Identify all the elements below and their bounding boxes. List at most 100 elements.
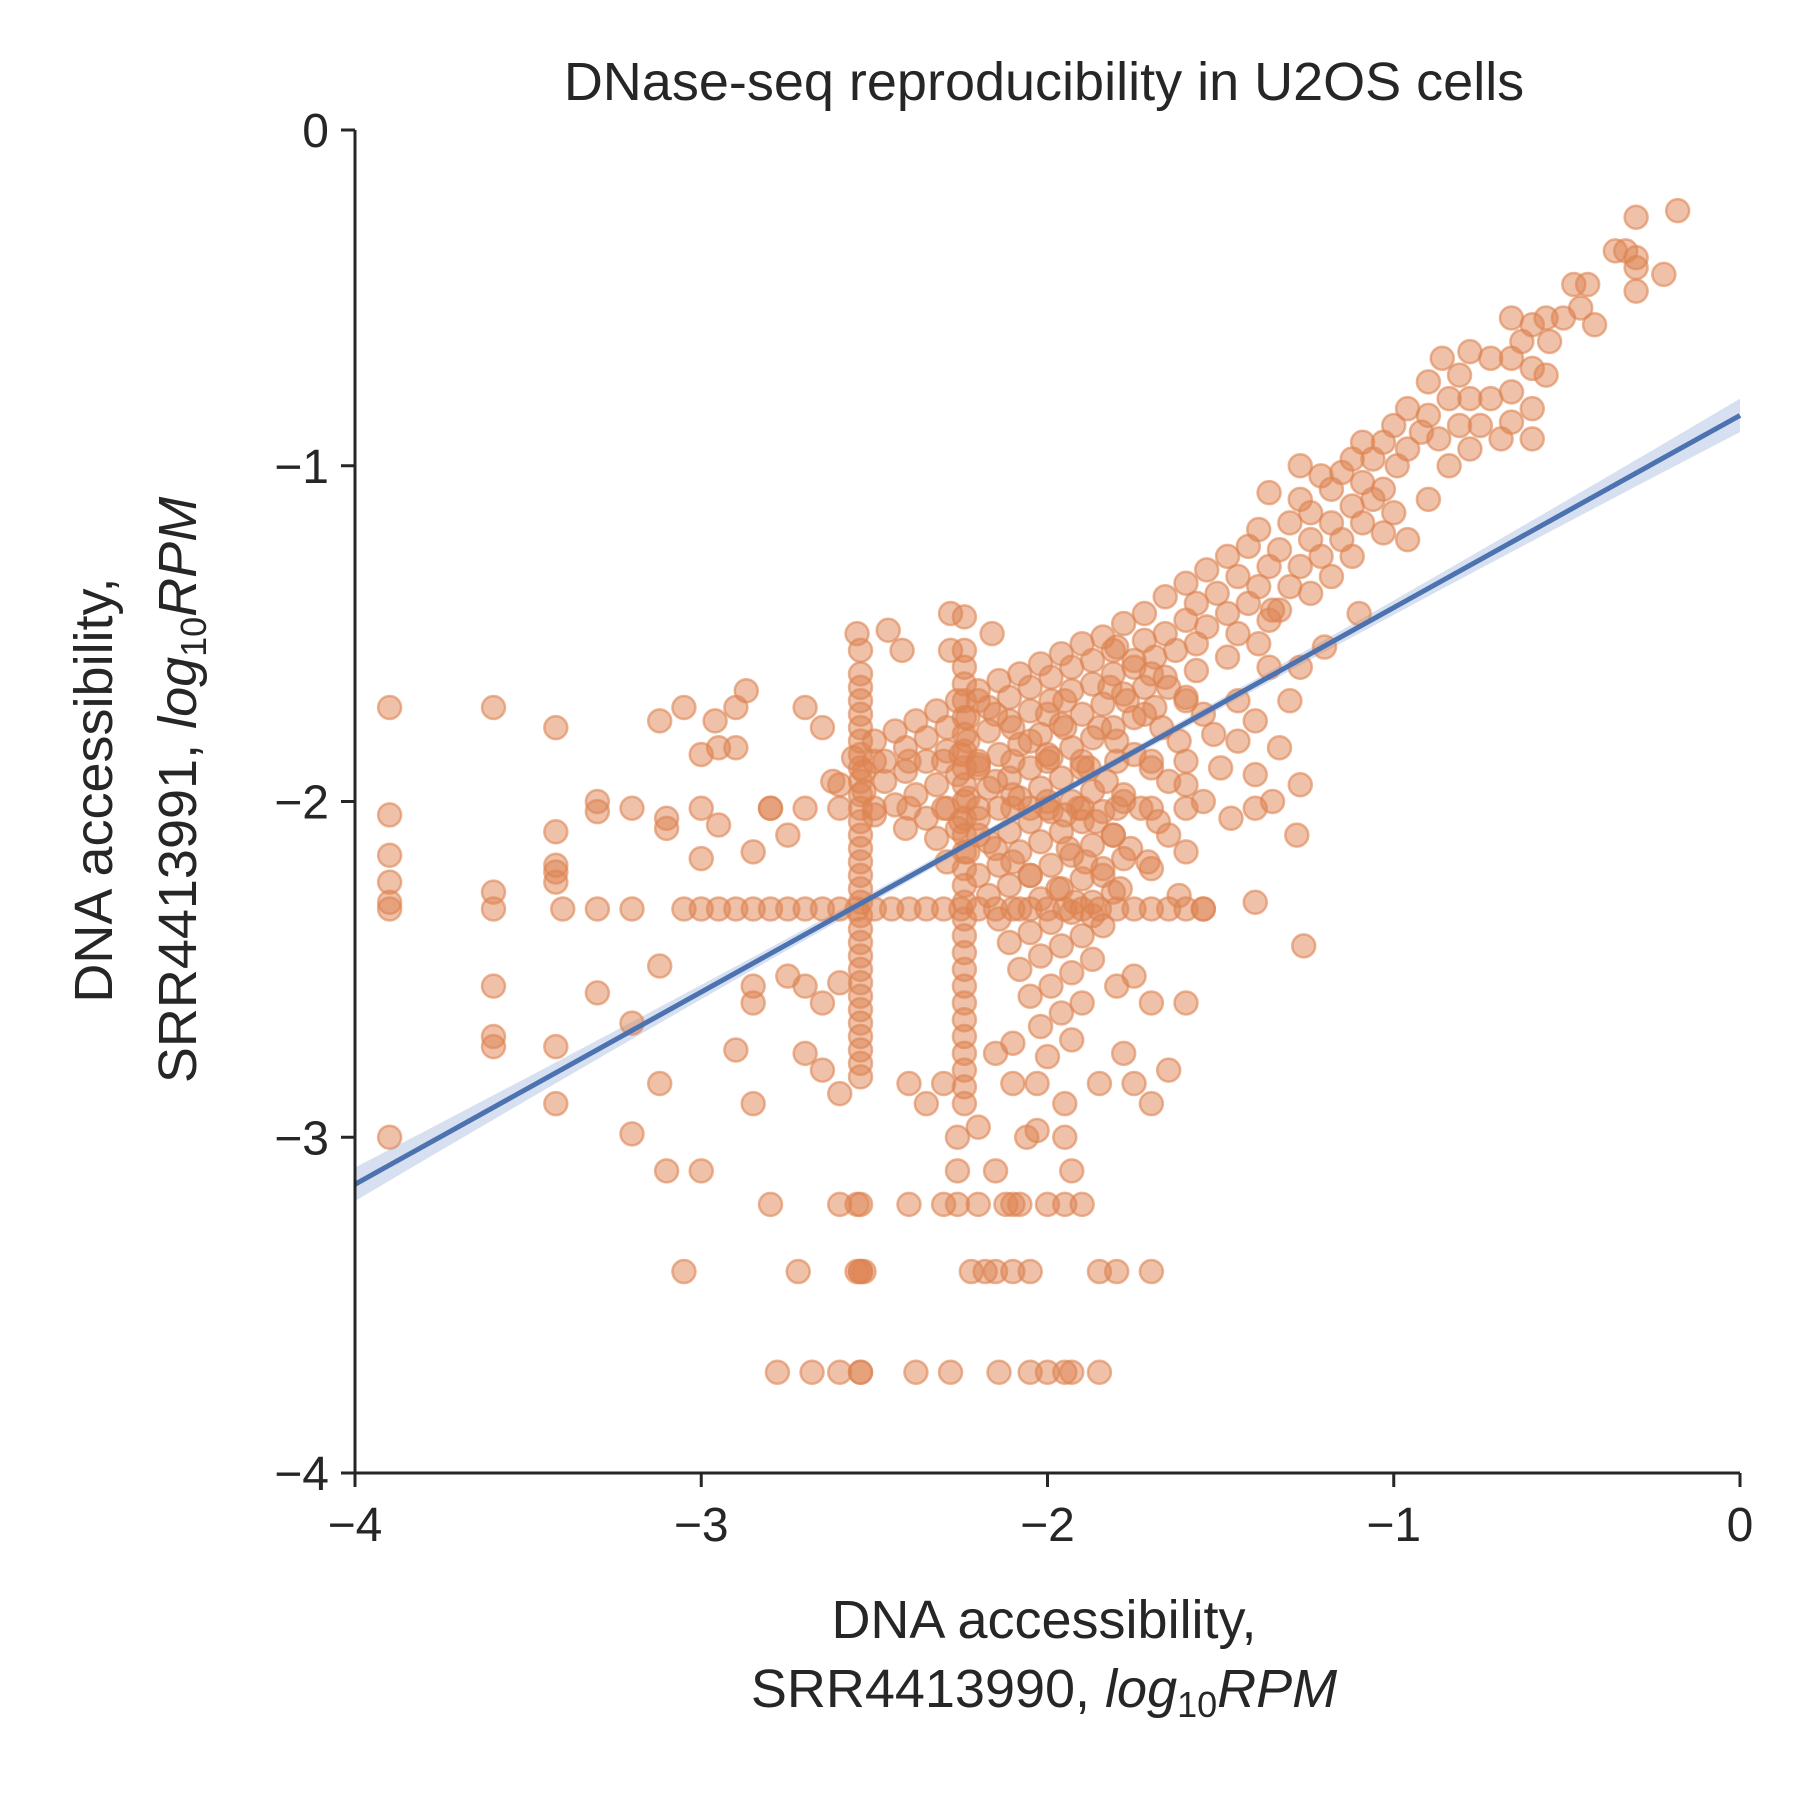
data-point (1072, 849, 1099, 875)
data-point (1277, 688, 1303, 714)
data-point (1173, 570, 1199, 597)
data-point (1017, 919, 1043, 946)
data-point (1048, 1000, 1075, 1026)
data-point (1173, 688, 1199, 714)
data-point (376, 694, 403, 721)
data-point (1000, 1070, 1026, 1097)
data-point (1457, 436, 1483, 462)
data-point (1245, 630, 1272, 657)
data-point (799, 1359, 825, 1386)
data-point (986, 1359, 1012, 1386)
data-point (1207, 755, 1234, 781)
data-point (937, 600, 964, 627)
data-point (1138, 748, 1165, 774)
data-point (1017, 1258, 1043, 1285)
data-point (930, 1191, 957, 1218)
data-point (1138, 1258, 1165, 1285)
data-point (543, 714, 569, 741)
y-tick-label: −4 (274, 1448, 329, 1501)
data-point (847, 1359, 874, 1386)
y-tick-label: −2 (274, 777, 329, 830)
y-ticks: −4 −3 −2 −1 0 (274, 105, 355, 1501)
data-point (1110, 610, 1137, 637)
data-point (1138, 855, 1165, 882)
data-point (619, 896, 645, 922)
data-point (1436, 385, 1462, 412)
data-point (543, 818, 569, 845)
data-point (1104, 795, 1130, 821)
data-point (792, 795, 818, 821)
data-point (996, 872, 1023, 899)
data-point (937, 1359, 964, 1386)
data-point (1052, 1191, 1078, 1218)
data-point (1242, 889, 1268, 915)
data-point (653, 1158, 680, 1184)
data-point (1235, 590, 1262, 617)
data-point (1024, 1117, 1050, 1144)
data-point (1000, 714, 1026, 741)
data-point (1131, 701, 1158, 727)
data-point (740, 990, 766, 1016)
data-point (1034, 748, 1061, 774)
data-point (1007, 1191, 1033, 1218)
data-point (543, 1033, 569, 1060)
data-point (543, 869, 569, 895)
x-axis-label-unit: RPM (1217, 1659, 1337, 1719)
data-point (1415, 486, 1442, 513)
data-point (792, 694, 818, 721)
data-point (1058, 1027, 1085, 1053)
data-point (1429, 345, 1455, 372)
data-point (965, 1191, 991, 1218)
data-point (1173, 990, 1199, 1016)
data-point (1446, 362, 1473, 388)
data-point (889, 637, 915, 664)
data-point (1024, 1070, 1050, 1097)
data-point (951, 1090, 978, 1117)
data-point (1446, 412, 1473, 439)
data-point (1259, 597, 1286, 623)
data-point (1017, 728, 1043, 754)
y-axis-label-prefix: SRR4413991, (148, 729, 208, 1083)
data-point (1536, 328, 1563, 355)
data-point (1561, 271, 1587, 298)
data-point (705, 812, 732, 838)
data-point (809, 1057, 836, 1083)
data-point (1138, 1090, 1165, 1117)
data-point (1000, 748, 1026, 774)
data-point (646, 1070, 673, 1097)
data-point (1200, 721, 1227, 748)
data-point (1117, 835, 1144, 862)
data-point (1086, 714, 1113, 741)
data-point (1069, 748, 1095, 774)
data-point (1225, 620, 1251, 647)
y-tick-label: −1 (274, 441, 329, 494)
data-point (1027, 943, 1054, 969)
data-point (1069, 990, 1095, 1016)
data-point (1017, 983, 1043, 1009)
data-point (861, 748, 888, 774)
data-point (764, 1359, 791, 1386)
regression-line (353, 413, 1742, 1187)
data-point (844, 1191, 870, 1218)
data-point (1318, 563, 1345, 590)
data-point (1183, 657, 1210, 684)
data-point (1017, 862, 1043, 889)
data-point (1370, 520, 1397, 546)
chart-title: DNase-seq reproducibility in U2OS cells (564, 52, 1524, 112)
data-point (1038, 973, 1064, 999)
data-point (1079, 946, 1106, 973)
data-point (775, 822, 801, 848)
data-point (1498, 379, 1525, 405)
data-point (1218, 805, 1244, 832)
data-point (1104, 634, 1130, 660)
data-point (785, 1258, 811, 1285)
data-point (1394, 395, 1421, 422)
data-point (1664, 197, 1691, 224)
x-tick-label: −1 (1366, 1499, 1421, 1552)
data-point (982, 835, 1009, 862)
data-point (982, 701, 1009, 727)
data-point (1235, 533, 1262, 560)
data-point (1058, 959, 1085, 986)
data-point (1090, 862, 1116, 889)
data-point (671, 1258, 697, 1285)
